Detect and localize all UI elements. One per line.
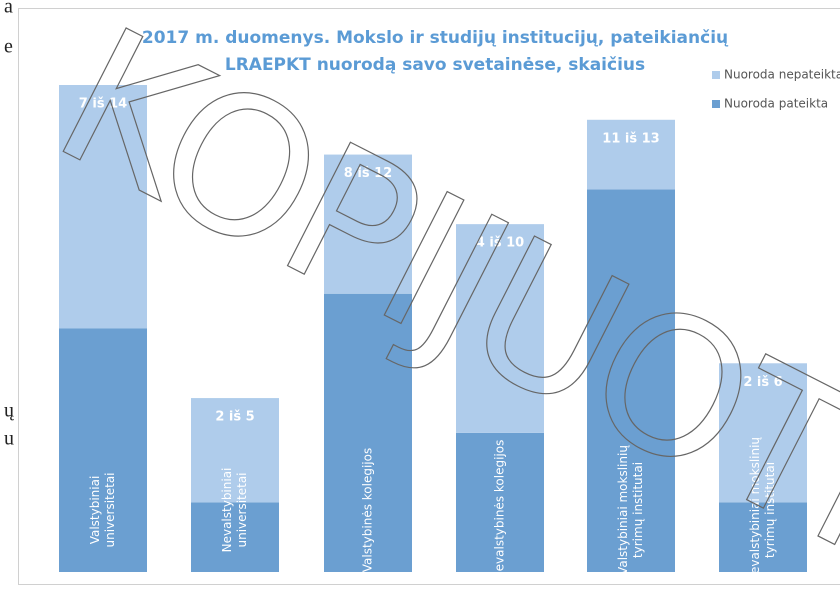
category-label: Valstybiniai mokslinių: [616, 445, 630, 575]
legend-label: Nuoroda nepateikta: [724, 68, 840, 82]
bar-label: 7 iš 14: [79, 97, 127, 112]
category-label: tyrimų institutai: [631, 462, 645, 558]
category-label: Valstybiniai: [88, 476, 102, 545]
bar-label: 8 iš 12: [344, 166, 392, 181]
legend-swatch: [712, 100, 720, 108]
side-text: u: [4, 428, 14, 450]
chart-frame: [18, 8, 840, 585]
bar-segment: [587, 189, 675, 572]
bar-label: 11 iš 13: [602, 131, 659, 146]
side-text: e: [4, 36, 13, 58]
bar-label: 4 iš 10: [476, 236, 524, 251]
bar-segment: [456, 224, 544, 433]
side-text: a: [4, 0, 13, 18]
category-label: Nevalstybiniai mokslinių: [748, 437, 762, 583]
bar-segment: [59, 85, 147, 329]
category-label: Nevalstybiniai: [220, 468, 234, 553]
bar-segment: [456, 432, 544, 572]
bar-segment: [719, 363, 807, 503]
bar-segment: [324, 154, 412, 294]
category-label: tyrimų institutai: [763, 462, 777, 558]
bar-segment: [324, 293, 412, 572]
category-label: Valstybinės kolegijos: [361, 448, 375, 573]
bar-segment: [191, 398, 279, 503]
bar-segment: [587, 119, 675, 190]
category-label: universitetai: [235, 472, 249, 547]
bar-segment: [191, 502, 279, 572]
bar-segment: [59, 328, 147, 572]
chart-title: 2017 m. duomenys. Mokslo ir studijų inst…: [142, 28, 729, 48]
category-label: Nevalstybinės kolegijos: [493, 440, 507, 581]
chart-title: LRAEPKT nuorodą savo svetainėse, skaičiu…: [225, 55, 645, 75]
bar-segment: [719, 502, 807, 572]
legend-swatch: [712, 71, 720, 79]
category-label: universitetai: [103, 472, 117, 547]
side-text: ų: [4, 400, 15, 422]
bar-label: 2 iš 6: [743, 375, 782, 390]
legend-label: Nuoroda pateikta: [724, 97, 828, 111]
bar-label: 2 iš 5: [215, 410, 254, 425]
